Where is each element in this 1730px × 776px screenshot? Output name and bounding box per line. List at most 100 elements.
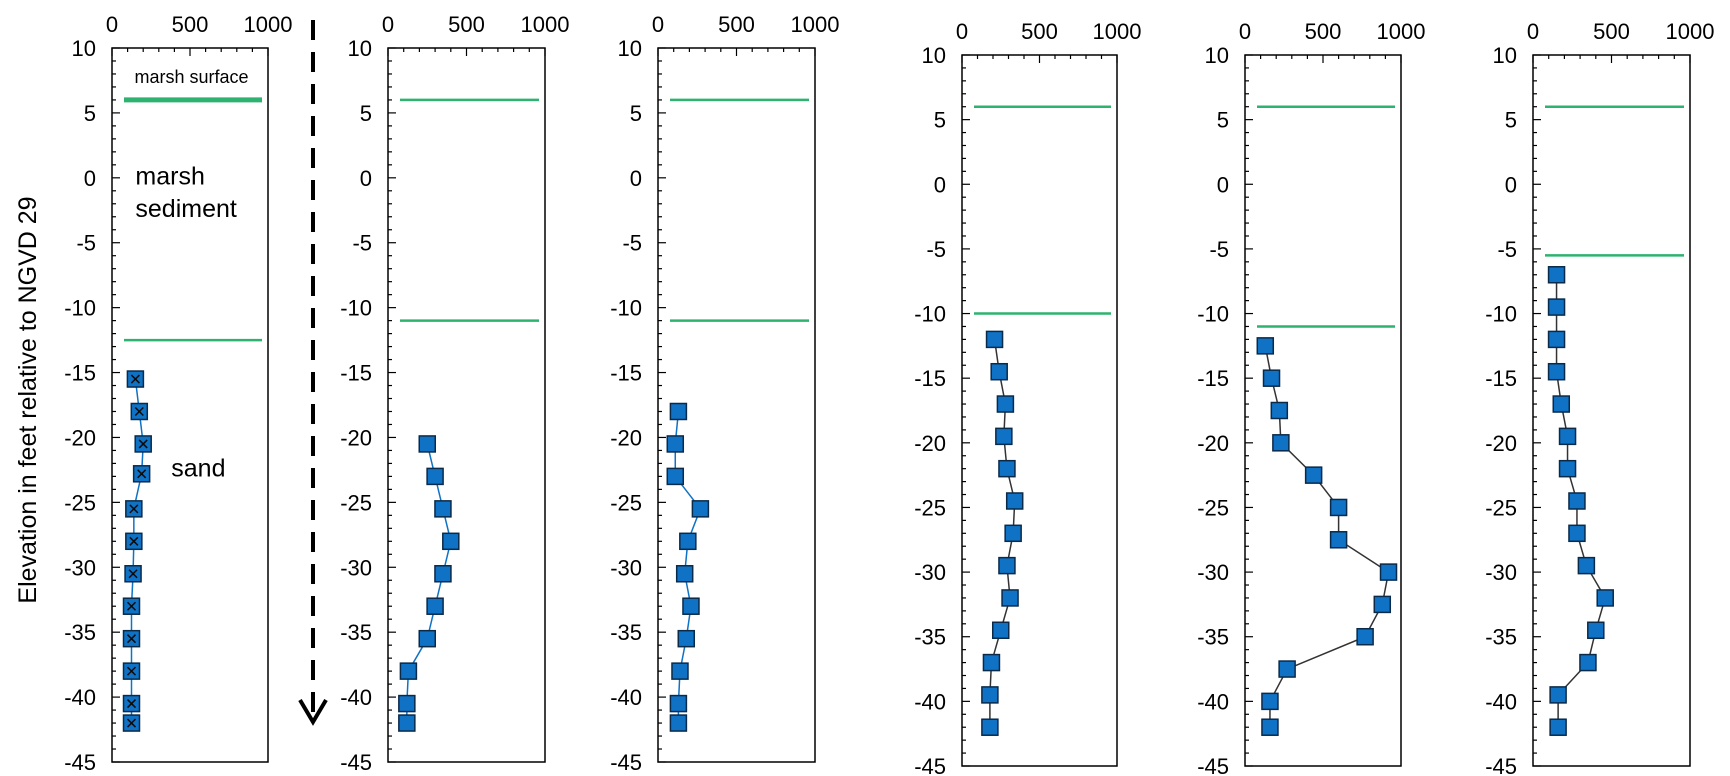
- data-point: [1547, 330, 1566, 349]
- data-point: [677, 629, 696, 648]
- arrow-head: [298, 698, 328, 726]
- x-tick-label: 1000: [244, 12, 293, 37]
- chart-panel-1: 10 5 0 -5 -10 -15 -20 -25 -30 -35 -40 -45 0 500 1000 ma…: [64, 12, 292, 775]
- y-tick-label: -5: [622, 231, 642, 256]
- data-point: [982, 653, 1001, 672]
- y-tick-label: -35: [914, 625, 946, 650]
- data-point: [682, 597, 700, 615]
- y-tick-label: -45: [914, 754, 946, 776]
- chart-panel-6: 10 5 0 -5 -10 -15 -20 -25 -30 -35 -40 -45 0 500 1000: [1485, 19, 1714, 776]
- y-tick-label: -20: [610, 425, 642, 450]
- y-tick-label: -10: [610, 296, 642, 321]
- data-point: [1577, 556, 1596, 575]
- data-point: [1356, 627, 1374, 646]
- data-point: [985, 330, 1004, 349]
- data-point: [666, 435, 685, 453]
- data-point: [1596, 589, 1614, 607]
- data-point: [679, 532, 697, 551]
- data-point: [666, 467, 685, 486]
- plot-frame: [387, 47, 546, 763]
- y-tick-label: -30: [914, 560, 946, 585]
- data-point: [442, 532, 460, 551]
- y-tick-label: 10: [72, 36, 96, 61]
- data-point: [1547, 298, 1566, 316]
- data-point: [1261, 718, 1279, 736]
- y-tick-label: -25: [1197, 495, 1229, 520]
- data-point: [691, 500, 710, 518]
- y-tick-label: 0: [630, 166, 642, 191]
- data-point-cross: [137, 469, 147, 479]
- y-tick-label: -5: [926, 237, 946, 262]
- annotation-label: marsh: [135, 162, 204, 190]
- x-tick-label: 500: [1305, 19, 1342, 44]
- data-point-cross: [129, 504, 139, 514]
- x-tick-label: 500: [1593, 19, 1630, 44]
- data-point: [675, 565, 694, 583]
- y-tick-label: -5: [76, 231, 96, 256]
- data-point-cross: [126, 601, 137, 611]
- y-tick-label: -20: [1485, 431, 1517, 456]
- annotation-label: sediment: [135, 195, 236, 223]
- y-tick-label: -30: [610, 555, 642, 580]
- data-point-cross: [128, 569, 138, 579]
- y-tick-label: 0: [934, 172, 946, 197]
- x-tick-label: 500: [448, 12, 485, 37]
- x-tick-label: 1000: [791, 12, 840, 37]
- data-point: [1262, 369, 1281, 387]
- x-tick-label: 1000: [1093, 19, 1142, 44]
- data-point: [1558, 459, 1577, 478]
- y-tick-label: 5: [1505, 108, 1517, 133]
- data-point: [998, 556, 1016, 575]
- x-tick-label: 500: [172, 12, 209, 37]
- data-point: [1547, 362, 1566, 381]
- data-point: [995, 427, 1013, 446]
- data-point: [1278, 660, 1296, 678]
- data-point-cross: [126, 666, 137, 676]
- data-point: [998, 459, 1016, 478]
- data-point: [1568, 492, 1586, 510]
- y-tick-label: -30: [64, 555, 96, 580]
- data-point: [1579, 653, 1597, 672]
- x-tick-label: 0: [382, 12, 394, 37]
- data-point-cross: [126, 718, 137, 728]
- data-point: [426, 467, 444, 486]
- y-tick-label: -40: [610, 685, 642, 710]
- data-point-cross: [126, 634, 137, 644]
- data-point: [1001, 589, 1019, 607]
- x-tick-label: 0: [106, 12, 118, 37]
- y-tick-label: -10: [64, 296, 96, 321]
- data-point: [1373, 595, 1392, 614]
- data-point: [418, 629, 436, 648]
- annotation-label: sand: [171, 454, 225, 482]
- data-point: [418, 435, 436, 453]
- y-tick-label: 10: [1493, 43, 1517, 68]
- data-point: [434, 565, 452, 583]
- data-point-cross: [134, 406, 144, 417]
- x-tick-label: 0: [956, 19, 968, 44]
- y-tick-label: 5: [360, 101, 372, 126]
- y-tick-label: -15: [64, 361, 96, 386]
- y-tick-label: 0: [360, 166, 372, 191]
- y-tick-label: -25: [1485, 495, 1517, 520]
- y-tick-label: -25: [340, 490, 372, 515]
- y-tick-label: -20: [1197, 431, 1229, 456]
- data-point-cross: [126, 699, 137, 709]
- y-tick-label: 10: [1205, 43, 1229, 68]
- y-tick-label: -15: [914, 366, 946, 391]
- data-point: [1005, 492, 1024, 510]
- data-point: [1256, 337, 1275, 355]
- x-tick-label: 500: [1021, 19, 1058, 44]
- chart-panel-4: 10 5 0 -5 -10 -15 -20 -25 -30 -35 -40 -45 0 500 1000: [914, 19, 1141, 776]
- y-tick-label: -30: [1485, 560, 1517, 585]
- data-point: [398, 694, 416, 713]
- y-tick-label: 10: [922, 43, 946, 68]
- y-tick-label: -5: [1209, 237, 1229, 262]
- data-point: [981, 686, 999, 704]
- y-tick-label: 5: [934, 108, 946, 133]
- x-tick-label: 1000: [521, 12, 570, 37]
- y-tick-label: 5: [630, 101, 642, 126]
- y-axis-label: Elevation in feet relative to NGVD 29: [14, 196, 42, 603]
- y-tick-label: 0: [84, 166, 96, 191]
- data-point: [398, 714, 416, 732]
